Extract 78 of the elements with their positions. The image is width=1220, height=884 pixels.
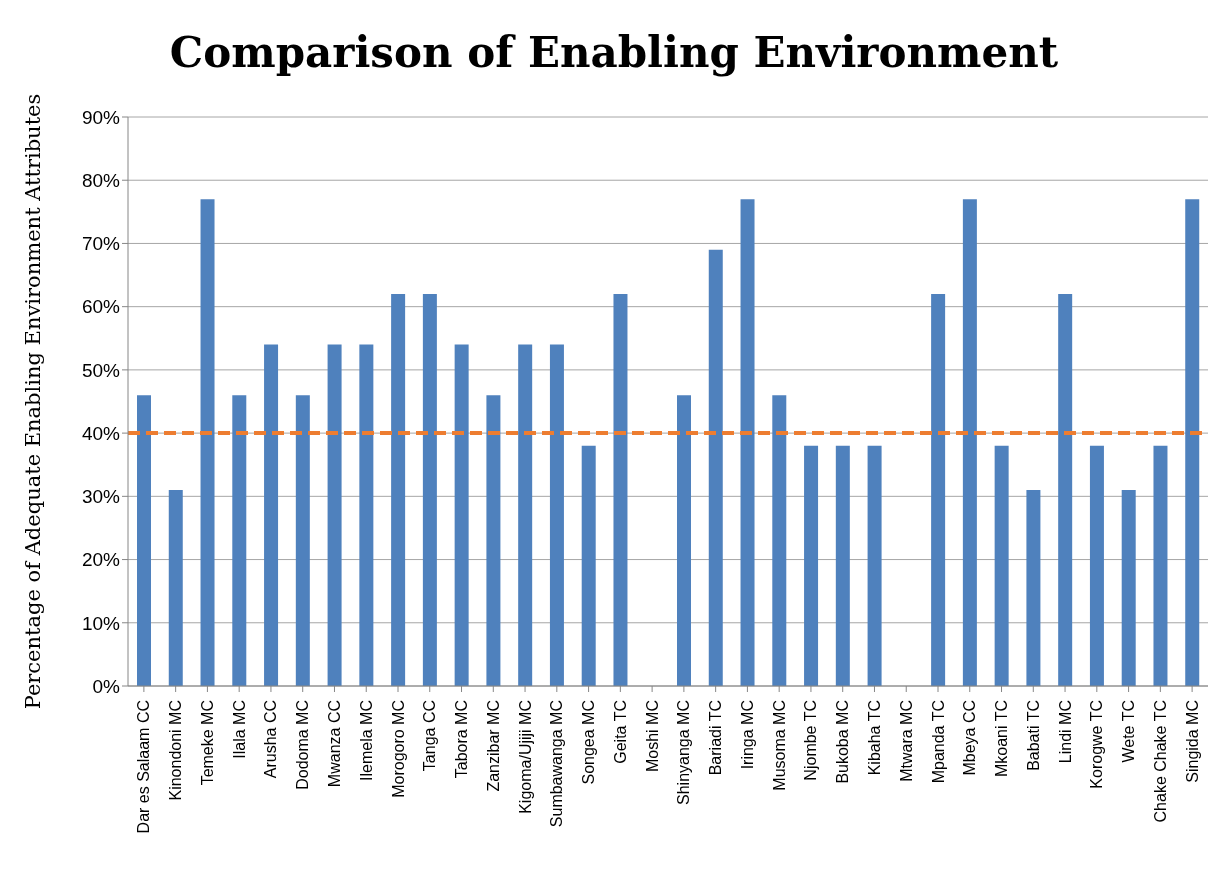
x-tick-label: Arusha CC	[262, 700, 280, 779]
bar	[708, 249, 723, 686]
bar	[295, 395, 310, 686]
x-tick-label: Mtwara MC	[897, 700, 915, 782]
y-tick-label: 90%	[81, 106, 121, 128]
bar	[422, 294, 437, 686]
x-tick-label: Songea MC	[580, 700, 598, 785]
x-tick-label: Mbeya CC	[961, 700, 979, 776]
bar	[391, 294, 406, 686]
bar	[677, 395, 691, 686]
x-tick-label: Njombe TC	[802, 700, 820, 781]
x-tick-label: Musoma MC	[770, 700, 788, 791]
y-tick-label: 0%	[92, 675, 121, 697]
x-tick-label: Kinondoni MC	[167, 700, 185, 801]
bar	[962, 199, 977, 686]
bar	[454, 344, 469, 686]
y-tick-label: 80%	[81, 169, 121, 191]
bar	[486, 395, 501, 686]
bar	[232, 395, 247, 686]
x-tick-label: Chake Chake TC	[1151, 700, 1169, 823]
x-tick-label: Singida MC	[1183, 700, 1201, 783]
bar	[200, 199, 215, 686]
x-tick-label: Sumbawanga MC	[548, 700, 566, 828]
bar	[931, 294, 946, 686]
bar	[137, 395, 151, 686]
y-tick-label: 60%	[81, 296, 121, 318]
y-tick-label: 30%	[81, 486, 121, 508]
bar	[1026, 490, 1041, 686]
x-tick-label: Morogoro MC	[389, 700, 407, 798]
bar	[549, 344, 564, 686]
x-tick-label: Bukoba MC	[834, 700, 852, 784]
x-tick-label: Dar es Salaam CC	[135, 700, 153, 834]
bar	[1121, 490, 1136, 686]
bar	[581, 445, 596, 686]
y-tick-label: 50%	[81, 359, 121, 381]
x-tick-label: Kigoma/Ujiji MC	[516, 700, 534, 814]
bar	[1185, 199, 1200, 686]
bar	[1058, 294, 1073, 686]
bar	[835, 445, 850, 686]
bar	[327, 344, 342, 686]
x-tick-label: Tabora MC	[453, 700, 471, 779]
y-tick-label: 70%	[81, 233, 121, 255]
x-tick-label: Zanzibar MC	[484, 700, 502, 792]
x-tick-label: Shinyanga MC	[675, 700, 693, 805]
y-axis-title: Percentage of Adequate Enabling Environment Attributes	[21, 93, 46, 710]
bar	[1089, 445, 1104, 686]
x-tick-label: Ilemela MC	[357, 700, 375, 781]
x-tick-label: Korogwe TC	[1088, 700, 1106, 789]
x-tick-label: Dodoma MC	[294, 700, 312, 790]
bar	[994, 445, 1009, 686]
x-tick-label: Geita TC	[611, 700, 629, 764]
x-tick-label: Mpanda TC	[929, 700, 947, 784]
bar	[518, 344, 533, 686]
bar	[613, 294, 628, 686]
x-tick-label: Bariadi TC	[707, 700, 725, 776]
x-tick-label: Wete TC	[1120, 700, 1138, 763]
bar	[867, 445, 882, 686]
bar	[359, 344, 374, 686]
x-tick-label: Babati TC	[1024, 700, 1042, 771]
bar	[168, 490, 183, 686]
x-tick-label: Iringa MC	[738, 700, 756, 770]
bar	[804, 445, 819, 686]
y-tick-label: 10%	[81, 612, 121, 634]
bar	[264, 344, 279, 686]
y-tick-label: 40%	[81, 422, 121, 444]
x-tick-label: Temeke MC	[198, 700, 216, 786]
x-tick-label: Ilala MC	[230, 700, 248, 759]
x-tick-label: Tanga CC	[421, 700, 439, 772]
x-tick-label: Moshi MC	[643, 700, 661, 773]
bar	[1153, 445, 1168, 686]
bar	[772, 395, 787, 686]
y-tick-label: 20%	[81, 549, 121, 571]
x-tick-label: Lindi MC	[1056, 700, 1074, 764]
x-tick-label: Mkoani TC	[993, 700, 1011, 778]
x-tick-label: Kibaha TC	[865, 700, 883, 776]
chart-title: Comparison of Enabling Environment	[168, 28, 1060, 77]
bar	[740, 199, 755, 686]
x-tick-label: Mwanza CC	[325, 700, 343, 788]
